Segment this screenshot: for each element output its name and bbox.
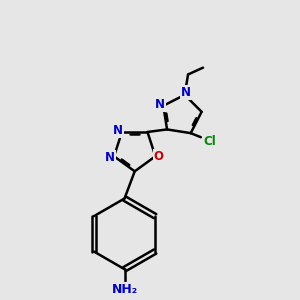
- Text: N: N: [181, 86, 191, 99]
- Text: N: N: [113, 124, 123, 137]
- Text: N: N: [105, 151, 115, 164]
- Text: Cl: Cl: [203, 135, 216, 148]
- Text: NH₂: NH₂: [112, 283, 138, 296]
- Text: N: N: [155, 98, 165, 111]
- Text: O: O: [154, 150, 164, 163]
